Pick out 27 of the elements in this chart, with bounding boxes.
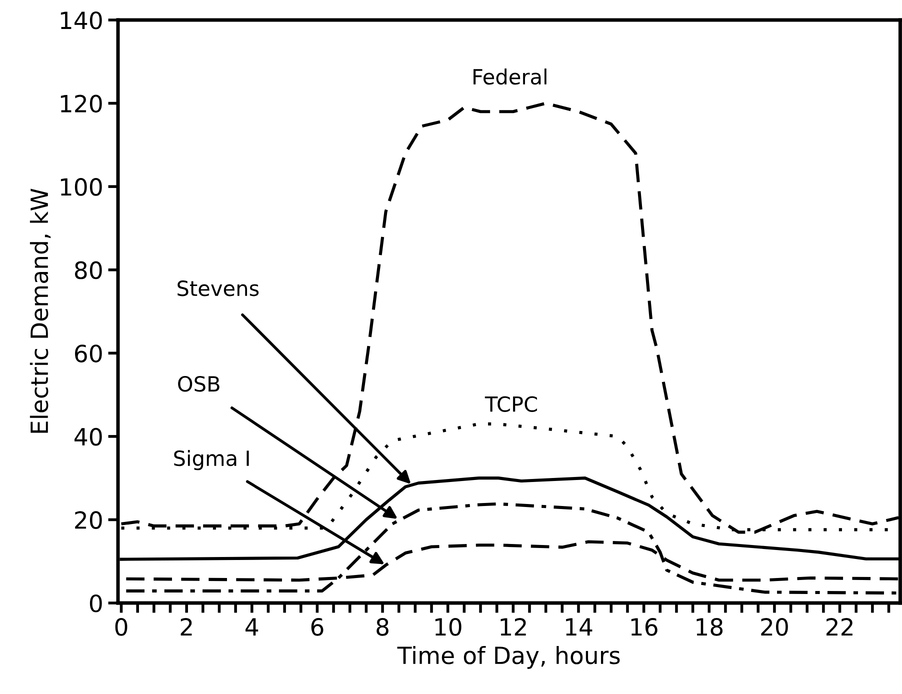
annotation: Federal bbox=[474, 68, 546, 85]
y-tick-label: 20 bbox=[75, 511, 102, 530]
x-tick-label: 4 bbox=[246, 618, 258, 636]
x-tick-label: 6 bbox=[311, 618, 324, 636]
x-axis-title: Time of Day, hours bbox=[397, 646, 620, 669]
y-tick-label: 60 bbox=[75, 344, 102, 362]
x-tick-label: 2 bbox=[180, 618, 192, 636]
x-tick-label: 10 bbox=[435, 618, 462, 636]
y-tick-label: 140 bbox=[60, 11, 102, 30]
y-tick-label: 100 bbox=[60, 178, 102, 196]
y-tick-label: 0 bbox=[90, 594, 102, 612]
y-axis-title: Electric Demand, kW bbox=[30, 188, 51, 433]
y-tick-label: 80 bbox=[74, 261, 102, 280]
x-tick-label: 0 bbox=[115, 618, 128, 636]
x-tick-label: 16 bbox=[631, 618, 658, 636]
x-tick-label: 12 bbox=[500, 618, 526, 636]
annotation: Sigma I bbox=[174, 450, 249, 470]
annotation: OSB bbox=[178, 376, 220, 392]
annotation: Stevens bbox=[178, 280, 259, 296]
annotation: TCPC bbox=[484, 396, 537, 412]
x-tick-label: 14 bbox=[566, 618, 592, 636]
x-tick-label: 8 bbox=[376, 618, 388, 636]
y-tick-label: 40 bbox=[74, 428, 102, 446]
x-tick-label: 18 bbox=[696, 618, 723, 636]
x-tick-label: 20 bbox=[761, 618, 788, 636]
y-tick-label: 120 bbox=[60, 94, 102, 113]
x-tick-label: 22 bbox=[826, 618, 852, 636]
